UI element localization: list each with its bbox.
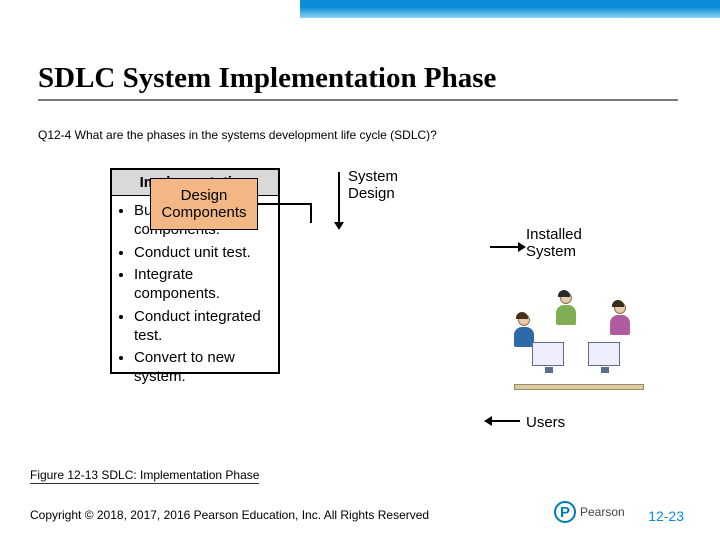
node-users-text: Users	[526, 414, 565, 431]
subquestion-text: Q12-4 What are the phases in the systems…	[38, 128, 437, 142]
arrow-users-to-impl-head	[484, 416, 492, 426]
node-system-design: System Design	[348, 168, 448, 203]
slide-number: 12-23	[648, 508, 684, 524]
slide: SDLC System Implementation Phase Q12-4 W…	[0, 0, 720, 540]
users-illustration	[514, 256, 644, 406]
node-design-components-line1: Design	[181, 187, 228, 204]
arrow-users-to-impl-line	[490, 420, 520, 422]
figure-caption: Figure 12-13 SDLC: Implementation Phase	[30, 468, 259, 484]
impl-bullet: Conduct integrated test.	[134, 308, 270, 346]
node-design-components-line2: Components	[161, 204, 246, 221]
impl-bullet: Convert to new system.	[134, 349, 270, 387]
slide-title: SDLC System Implementation Phase	[38, 62, 678, 101]
illus-person	[556, 292, 576, 325]
illus-monitor	[588, 342, 620, 366]
arrow-sd-to-impl-head	[334, 222, 344, 230]
pearson-logo-word: Pearson	[580, 505, 625, 519]
arrow-impl-to-is-line	[490, 246, 518, 248]
pearson-logo-icon: P	[554, 501, 576, 523]
copyright-text: Copyright © 2018, 2017, 2016 Pearson Edu…	[30, 508, 429, 522]
illus-person	[514, 314, 534, 347]
arrow-impl-to-is-head	[518, 242, 526, 252]
node-users: Users	[526, 414, 626, 431]
impl-bullet: Integrate components.	[134, 266, 270, 304]
arrow-dc-to-impl-line	[258, 203, 312, 205]
arrow-dc-to-impl-line2	[310, 203, 312, 223]
node-system-design-text: System Design	[348, 168, 398, 202]
node-design-components: Design Components	[150, 178, 258, 230]
illus-person	[610, 302, 630, 335]
illus-desk	[514, 384, 644, 390]
illus-monitor	[532, 342, 564, 366]
top-accent-bar	[300, 0, 720, 18]
arrow-sd-to-impl-line	[338, 172, 340, 222]
pearson-logo: P Pearson	[554, 498, 634, 526]
impl-bullet: Conduct unit test.	[134, 244, 270, 263]
sdlc-diagram: Design Components System Design Implemen…	[110, 168, 650, 458]
